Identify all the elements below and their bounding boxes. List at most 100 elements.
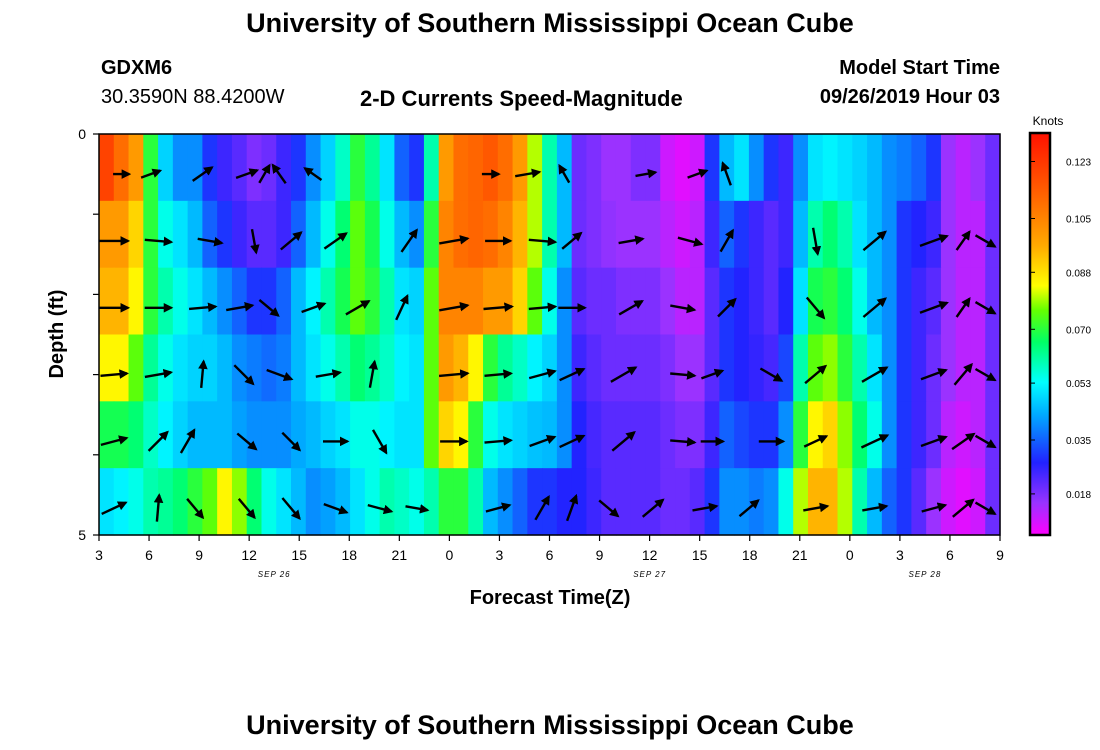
heatmap-cell	[586, 134, 602, 202]
heatmap-cell	[527, 334, 543, 402]
heatmap-cell	[394, 267, 410, 336]
heatmap-cell	[246, 134, 263, 202]
current-vector	[919, 234, 949, 248]
heatmap-cell	[276, 134, 292, 202]
heatmap-cell	[615, 267, 632, 336]
heatmap-cell	[675, 401, 691, 469]
heatmap-cell	[970, 267, 986, 336]
heatmap-cell	[896, 267, 912, 336]
current-vector	[559, 367, 586, 382]
heatmap-cell	[778, 334, 794, 402]
heatmap-cell	[940, 334, 957, 402]
current-vector	[258, 298, 280, 317]
current-vector	[266, 368, 294, 382]
current-vector	[258, 163, 271, 184]
heatmap-cell	[807, 200, 824, 269]
heatmap-cell	[409, 401, 425, 469]
heatmap-cell	[423, 401, 440, 469]
heatmap-cell	[453, 200, 469, 269]
heatmap-cell	[231, 267, 248, 336]
heatmap-cell	[881, 401, 898, 469]
heatmap-cell	[305, 334, 322, 402]
heatmap-cell	[364, 401, 381, 469]
current-vector	[439, 235, 470, 245]
heatmap-cell	[896, 200, 912, 269]
heatmap-cell	[113, 334, 130, 402]
heatmap-cell	[556, 334, 573, 402]
heatmap-cell	[970, 468, 986, 536]
heatmap-cell	[261, 267, 277, 336]
current-vector	[534, 495, 550, 521]
heatmap-cell	[601, 200, 617, 269]
heatmap-cell	[468, 200, 484, 269]
heatmap-cell	[409, 134, 425, 202]
heatmap-cell	[940, 200, 957, 269]
heatmap-cell	[246, 200, 263, 269]
colorbar-tick-label: 0.053	[1066, 379, 1091, 390]
heatmap-cell	[320, 267, 336, 336]
current-vector	[804, 364, 828, 385]
heatmap-cell	[837, 267, 853, 336]
heatmap-cell	[970, 401, 986, 469]
current-vector	[860, 434, 890, 449]
x-tick-label: 0	[846, 547, 854, 563]
heatmap-cell	[335, 134, 351, 202]
current-vector	[345, 300, 371, 316]
heatmap-cell	[704, 334, 720, 402]
heatmap-cell	[660, 134, 676, 202]
heatmap-cell	[158, 334, 174, 402]
heatmap-cell	[217, 267, 233, 336]
current-vector	[700, 368, 725, 380]
heatmap-cell	[438, 267, 455, 336]
heatmap-cell	[99, 200, 115, 269]
heatmap-cell	[807, 134, 824, 202]
heatmap-cell	[231, 200, 248, 269]
heatmap-cell	[423, 134, 440, 202]
current-vector	[598, 499, 620, 518]
heatmap-cell	[217, 134, 233, 202]
x-axis-label: Forecast Time(Z)	[470, 587, 631, 609]
date-labels: SEP 26 SEP 27 SEP 28	[258, 570, 941, 579]
heatmap-cell	[527, 468, 543, 536]
heatmap-cell	[615, 200, 632, 269]
current-vector	[974, 301, 997, 315]
speed-heatmap	[99, 134, 1001, 536]
heatmap-cell	[926, 134, 942, 202]
current-vector	[237, 498, 256, 520]
heatmap-cell	[276, 334, 292, 402]
heatmap-cell	[143, 468, 159, 536]
current-vector	[720, 161, 732, 186]
heatmap-cell	[305, 468, 322, 536]
heatmap-cell	[645, 401, 661, 469]
heatmap-cell	[556, 134, 573, 202]
current-vector	[953, 362, 973, 386]
heatmap-cell	[423, 468, 440, 536]
heatmap-cell	[926, 334, 942, 402]
heatmap-cell	[305, 267, 322, 336]
current-vector	[281, 497, 301, 520]
heatmap-cell	[158, 200, 174, 269]
current-vector	[677, 236, 704, 247]
heatmap-cell	[615, 468, 632, 536]
current-vector	[610, 366, 638, 383]
heatmap-cell	[143, 200, 159, 269]
x-tick-label: 21	[792, 547, 808, 563]
heatmap-cell	[497, 134, 514, 202]
heatmap-cell	[896, 134, 912, 202]
heatmap-cell	[172, 200, 189, 269]
heatmap-cell	[970, 334, 986, 402]
current-vector	[803, 502, 830, 513]
heatmap-cell	[379, 134, 396, 202]
heatmap-cell	[734, 334, 750, 402]
heatmap-cell	[807, 334, 824, 402]
heatmap-cell	[497, 468, 514, 536]
heatmap-cell	[423, 200, 440, 269]
heatmap-cell	[483, 334, 499, 402]
current-vector	[635, 168, 658, 179]
heatmap-cell	[128, 200, 144, 269]
current-vector	[153, 493, 164, 522]
heatmap-cell	[852, 401, 868, 469]
heatmap-cell	[881, 267, 898, 336]
x-tick-label: 12	[241, 547, 257, 563]
heatmap-cell	[734, 267, 750, 336]
